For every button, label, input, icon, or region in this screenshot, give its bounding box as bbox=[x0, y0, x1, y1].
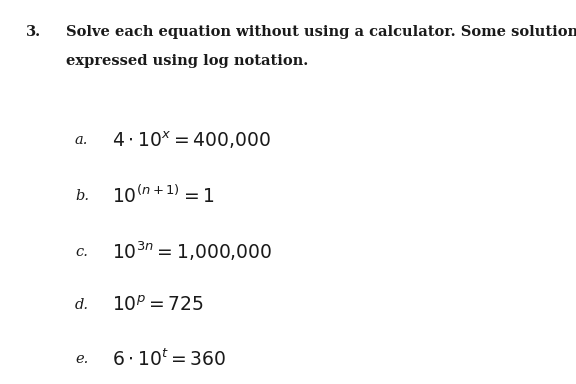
Text: Solve each equation without using a calculator. Some solutions will need to be: Solve each equation without using a calc… bbox=[66, 25, 576, 39]
Text: $10^{(n+1)} = 1$: $10^{(n+1)} = 1$ bbox=[112, 185, 215, 207]
Text: 3.: 3. bbox=[26, 25, 41, 39]
Text: $10^{3n} = 1{,}000{,}000$: $10^{3n} = 1{,}000{,}000$ bbox=[112, 240, 273, 263]
Text: e.: e. bbox=[75, 352, 88, 366]
Text: c.: c. bbox=[75, 245, 88, 258]
Text: $6 \cdot 10^{t} = 360$: $6 \cdot 10^{t} = 360$ bbox=[112, 348, 227, 370]
Text: b.: b. bbox=[75, 189, 89, 203]
Text: d.: d. bbox=[75, 298, 89, 312]
Text: a.: a. bbox=[75, 133, 88, 147]
Text: $10^{p} = 725$: $10^{p} = 725$ bbox=[112, 296, 204, 315]
Text: expressed using log notation.: expressed using log notation. bbox=[66, 54, 309, 68]
Text: $4 \cdot 10^{x} = 400{,}000$: $4 \cdot 10^{x} = 400{,}000$ bbox=[112, 129, 271, 151]
